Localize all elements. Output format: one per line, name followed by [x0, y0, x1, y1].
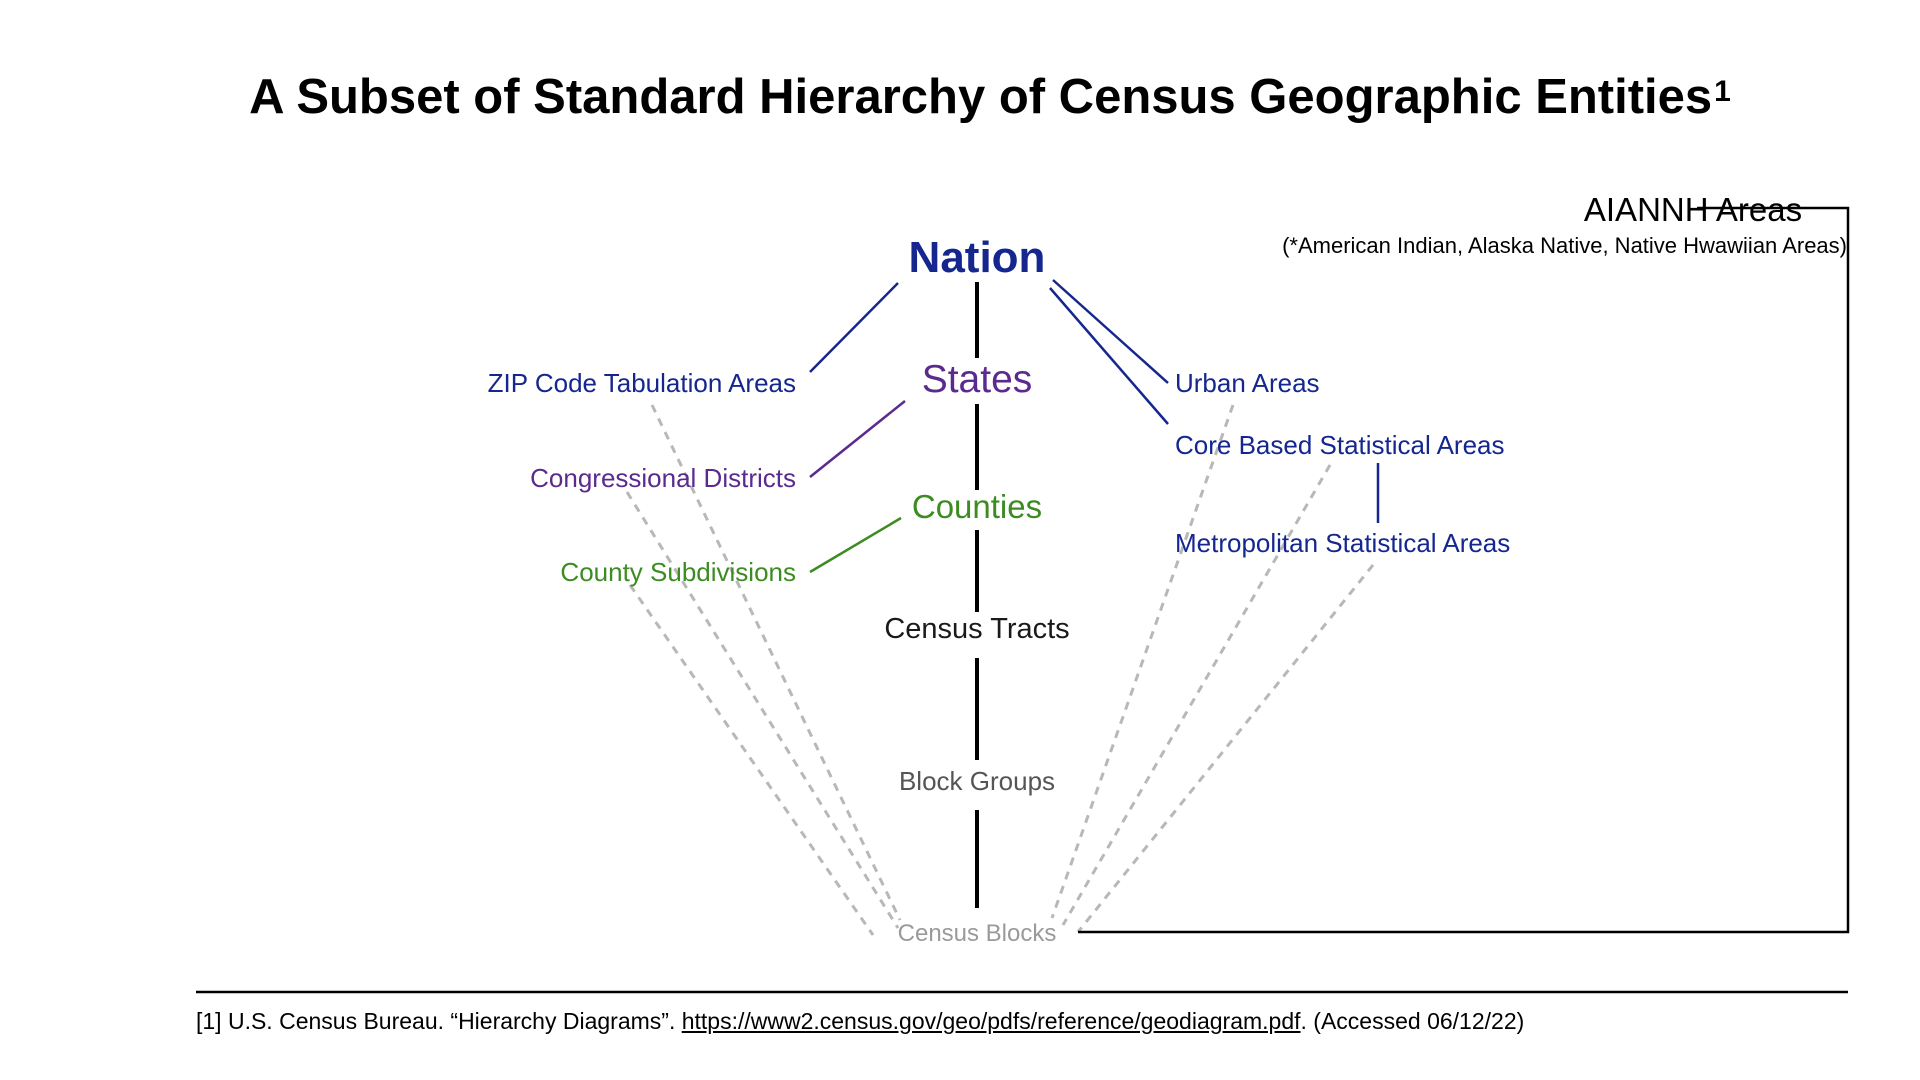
nation-to-zcta-line	[809, 282, 899, 373]
nation-to-cbsa-line	[1049, 287, 1169, 425]
footnote-prefix: [1] U.S. Census Bureau. “Hierarchy Diagr…	[196, 1008, 682, 1034]
title-footnote-marker: 1	[1714, 75, 1731, 108]
footnote-suffix: . (Accessed 06/12/22)	[1300, 1008, 1525, 1034]
aiannh-note: (*American Indian, Alaska Native, Native…	[1282, 233, 1847, 258]
node-urban-areas: Urban Areas	[1175, 368, 1320, 398]
node-census-tracts: Census Tracts	[884, 613, 1070, 645]
node-aiannh-areas: AIANNH Areas	[1583, 191, 1803, 228]
footnote: [1] U.S. Census Bureau. “Hierarchy Diagr…	[196, 1010, 1524, 1033]
node-census-blocks: Census Blocks	[897, 920, 1057, 947]
zcta-to-blocks-dashed-line	[650, 404, 902, 921]
subdivisions-to-blocks-dashed-line	[628, 584, 875, 936]
node-states: States	[921, 358, 1033, 401]
states-to-congressional-line	[809, 400, 906, 478]
node-block-groups: Block Groups	[898, 766, 1056, 796]
metro-to-blocks-dashed-line	[1076, 564, 1375, 933]
nation-to-urban-line	[1052, 279, 1169, 384]
aiannh-bracket-line	[1078, 206, 1850, 934]
node-nation: Nation	[908, 233, 1046, 282]
footnote-link[interactable]: https://www2.census.gov/geo/pdfs/referen…	[681, 1008, 1301, 1034]
node-county-subdivisions: County Subdivisions	[560, 557, 796, 587]
node-core-based-statistical-areas: Core Based Statistical Areas	[1175, 430, 1505, 460]
node-congressional-districts: Congressional Districts	[530, 463, 796, 493]
node-metropolitan-statistical-areas: Metropolitan Statistical Areas	[1175, 528, 1511, 558]
counties-to-subdivisions-line	[809, 516, 902, 574]
node-zip-code-tabulation-areas: ZIP Code Tabulation Areas	[487, 368, 796, 398]
urban-to-blocks-dashed-line	[1050, 404, 1235, 919]
congressional-to-blocks-dashed-line	[625, 491, 900, 929]
page-title: A Subset of Standard Hierarchy of Census…	[249, 73, 1731, 122]
node-counties: Counties	[911, 488, 1043, 525]
title-text: A Subset of Standard Hierarchy of Census…	[249, 70, 1713, 124]
